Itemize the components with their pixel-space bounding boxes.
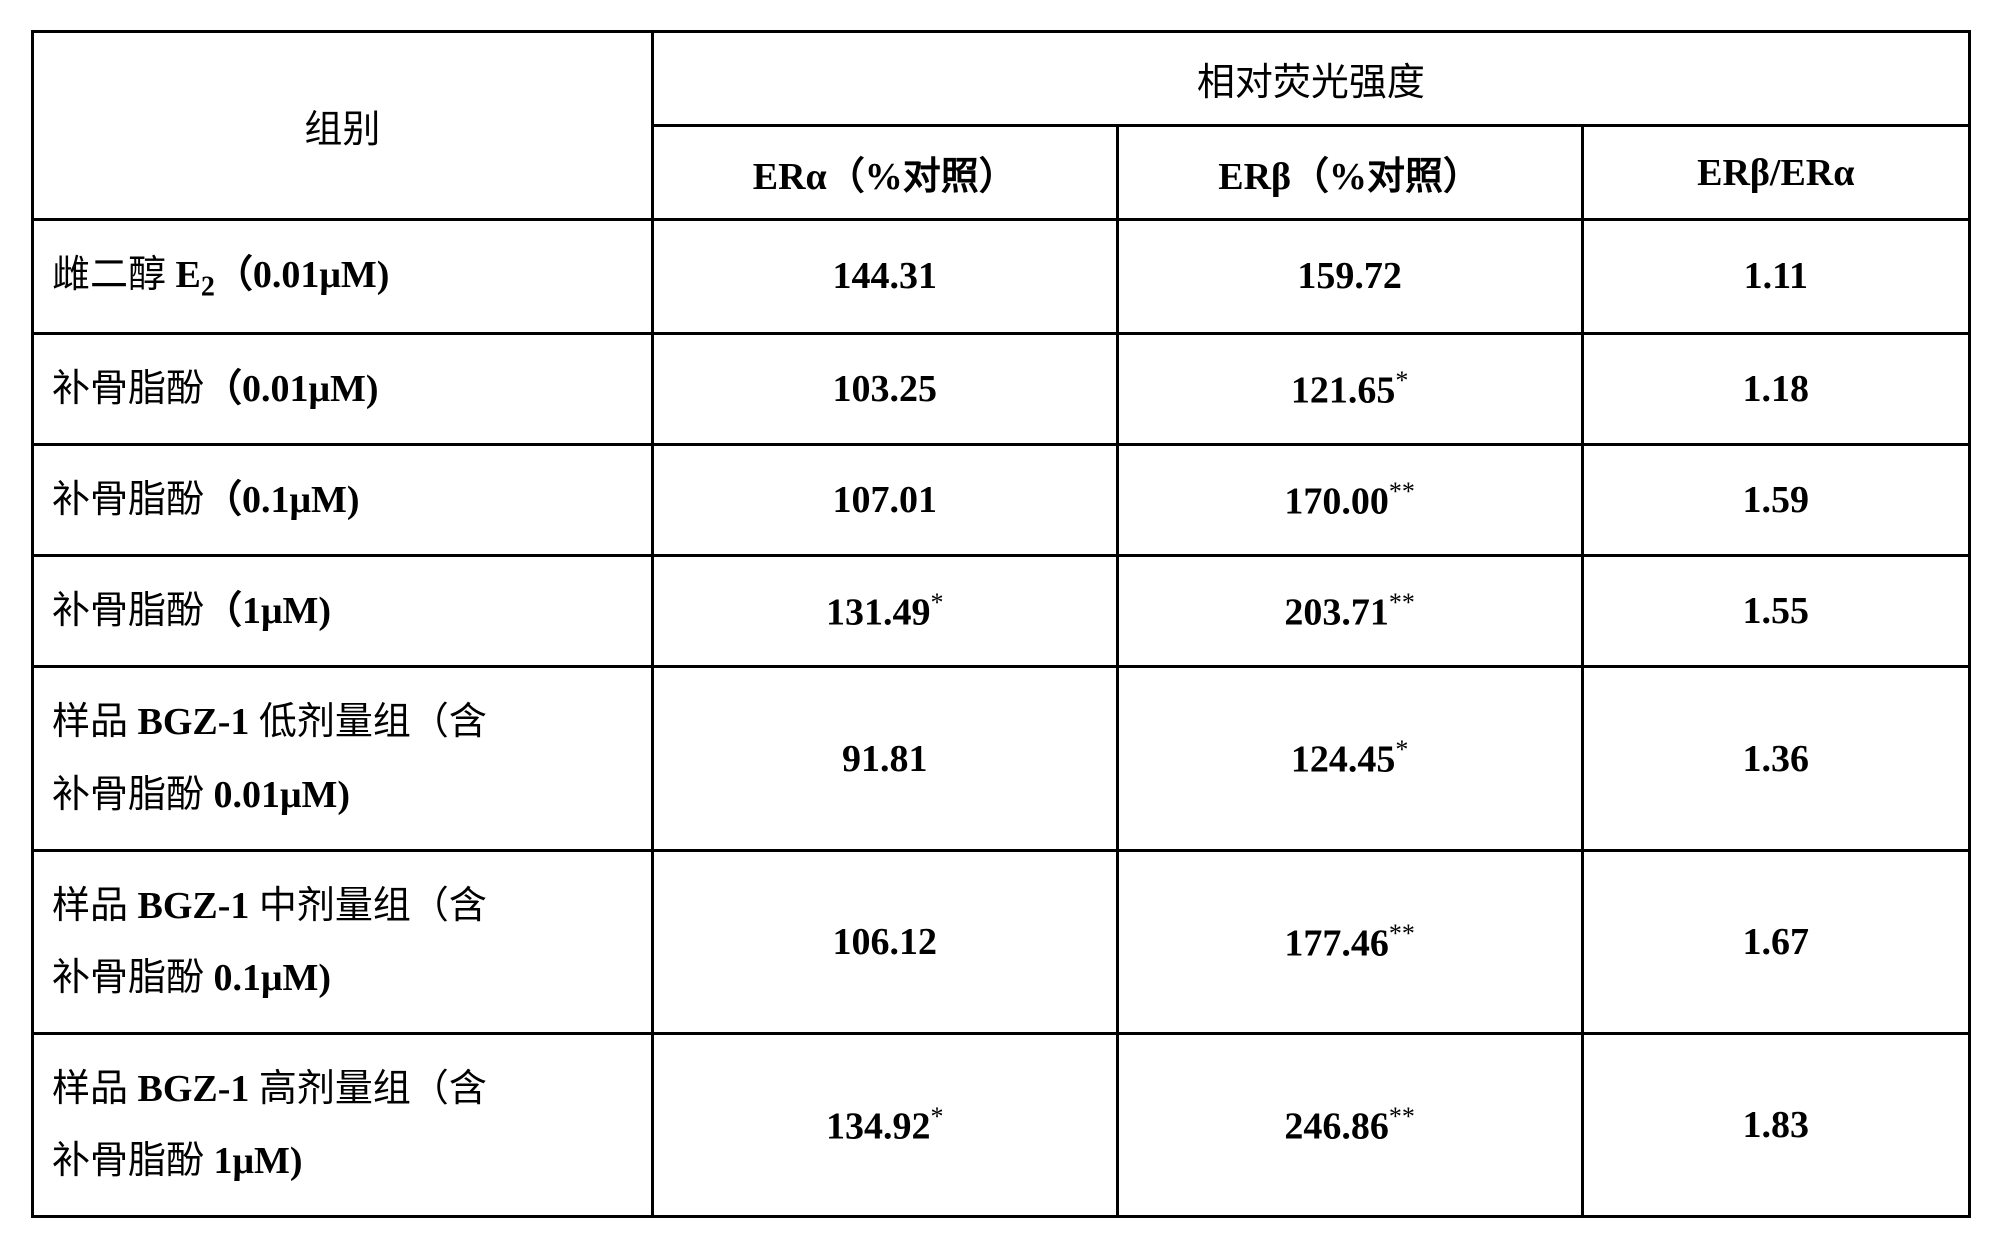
row-label: 样品 BGZ-1 高剂量组（含补骨脂酚 1μM) bbox=[33, 1034, 653, 1217]
cell-era: 131.49* bbox=[652, 556, 1117, 667]
header-relative-intensity: 相对荧光强度 bbox=[652, 32, 1969, 126]
cell-erb: 121.65* bbox=[1117, 333, 1582, 444]
cell-era: 106.12 bbox=[652, 850, 1117, 1033]
data-table-container: 组别 相对荧光强度 ERα（%对照） ERβ（%对照） ERβ/ERα 雌二醇 … bbox=[31, 30, 1971, 1218]
table-body: 雌二醇 E2（0.01μM)144.31159.721.11补骨脂酚（0.01μ… bbox=[33, 220, 1970, 1217]
cell-ratio: 1.83 bbox=[1582, 1034, 1969, 1217]
table-row: 样品 BGZ-1 低剂量组（含补骨脂酚 0.01μM)91.81124.45*1… bbox=[33, 667, 1970, 850]
cell-erb: 124.45* bbox=[1117, 667, 1582, 850]
table-row: 样品 BGZ-1 中剂量组（含补骨脂酚 0.1μM)106.12177.46**… bbox=[33, 850, 1970, 1033]
cell-era: 107.01 bbox=[652, 444, 1117, 555]
header-group: 组别 bbox=[33, 32, 653, 220]
cell-erb: 177.46** bbox=[1117, 850, 1582, 1033]
table-row: 补骨脂酚（0.1μM)107.01170.00**1.59 bbox=[33, 444, 1970, 555]
table-row: 补骨脂酚（0.01μM)103.25121.65*1.18 bbox=[33, 333, 1970, 444]
cell-erb: 203.71** bbox=[1117, 556, 1582, 667]
row-label: 雌二醇 E2（0.01μM) bbox=[33, 220, 653, 334]
table-row: 样品 BGZ-1 高剂量组（含补骨脂酚 1μM)134.92*246.86**1… bbox=[33, 1034, 1970, 1217]
header-erb: ERβ（%对照） bbox=[1117, 126, 1582, 220]
table-row: 补骨脂酚（1μM)131.49*203.71**1.55 bbox=[33, 556, 1970, 667]
cell-erb: 246.86** bbox=[1117, 1034, 1582, 1217]
cell-ratio: 1.11 bbox=[1582, 220, 1969, 334]
table-header-row-1: 组别 相对荧光强度 bbox=[33, 32, 1970, 126]
cell-ratio: 1.36 bbox=[1582, 667, 1969, 850]
row-label: 补骨脂酚（0.1μM) bbox=[33, 444, 653, 555]
row-label: 样品 BGZ-1 低剂量组（含补骨脂酚 0.01μM) bbox=[33, 667, 653, 850]
cell-ratio: 1.67 bbox=[1582, 850, 1969, 1033]
header-era: ERα（%对照） bbox=[652, 126, 1117, 220]
fluorescence-intensity-table: 组别 相对荧光强度 ERα（%对照） ERβ（%对照） ERβ/ERα 雌二醇 … bbox=[31, 30, 1971, 1218]
cell-ratio: 1.59 bbox=[1582, 444, 1969, 555]
cell-era: 134.92* bbox=[652, 1034, 1117, 1217]
table-row: 雌二醇 E2（0.01μM)144.31159.721.11 bbox=[33, 220, 1970, 334]
cell-era: 103.25 bbox=[652, 333, 1117, 444]
header-ratio: ERβ/ERα bbox=[1582, 126, 1969, 220]
cell-erb: 159.72 bbox=[1117, 220, 1582, 334]
cell-erb: 170.00** bbox=[1117, 444, 1582, 555]
cell-ratio: 1.55 bbox=[1582, 556, 1969, 667]
cell-era: 91.81 bbox=[652, 667, 1117, 850]
row-label: 补骨脂酚（1μM) bbox=[33, 556, 653, 667]
row-label: 补骨脂酚（0.01μM) bbox=[33, 333, 653, 444]
cell-era: 144.31 bbox=[652, 220, 1117, 334]
cell-ratio: 1.18 bbox=[1582, 333, 1969, 444]
row-label: 样品 BGZ-1 中剂量组（含补骨脂酚 0.1μM) bbox=[33, 850, 653, 1033]
